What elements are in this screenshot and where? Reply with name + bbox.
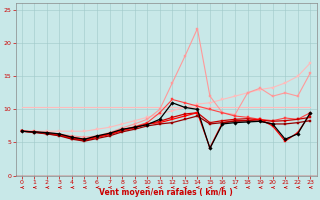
X-axis label: Vent moyen/en rafales ( km/h ): Vent moyen/en rafales ( km/h ) [99, 188, 233, 197]
